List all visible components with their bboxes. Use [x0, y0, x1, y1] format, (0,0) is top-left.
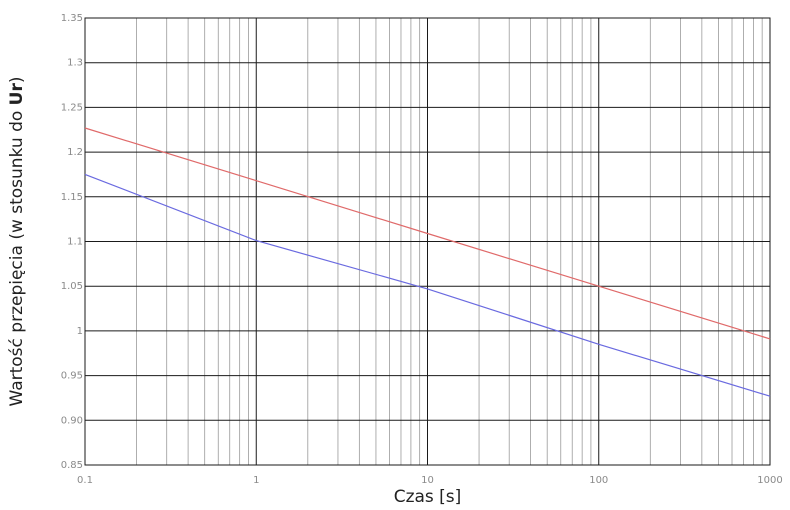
y-tick-label: 1: [77, 326, 83, 337]
plot-frame: [84, 17, 771, 466]
y-axis-title-bold: Ur: [7, 83, 27, 106]
series-group: [84, 127, 771, 397]
y-axis-title: Wartość przepięcia (w stosunku do Ur): [7, 76, 27, 406]
tick-labels: 0.85 0.90 0.95 1 1.05 1.1 1.15 1.2 1.25 1.3 1.35 0.…: [61, 13, 783, 486]
y-tick-label: 1.15: [61, 192, 83, 203]
y-tick-label: 0.95: [61, 371, 83, 382]
y-tick-label: 1.1: [67, 237, 83, 248]
y-tick-label: 1.05: [61, 281, 83, 292]
x-tick-label: 0.1: [77, 475, 93, 486]
y-axis-title-suffix: ): [7, 76, 27, 83]
y-tick-label: 1.3: [67, 58, 83, 69]
x-axis-title: Czas [s]: [394, 487, 462, 507]
series-line-2: [84, 173, 771, 397]
grid: [84, 17, 770, 466]
y-tick-label: 1.35: [61, 13, 83, 24]
x-tick-label: 1: [253, 475, 259, 486]
y-tick-label: 1.25: [61, 102, 83, 113]
x-tick-label: 1000: [757, 475, 782, 486]
y-tick-label: 0.90: [61, 415, 83, 426]
x-tick-label: 100: [589, 475, 608, 486]
x-tick-label: 10: [421, 475, 434, 486]
y-tick-label: 1.2: [67, 147, 83, 158]
y-axis-title-prefix: Wartość przepięcia (w stosunku do: [7, 105, 27, 406]
series-line-1: [84, 127, 771, 340]
y-tick-label: 0.85: [61, 460, 83, 471]
